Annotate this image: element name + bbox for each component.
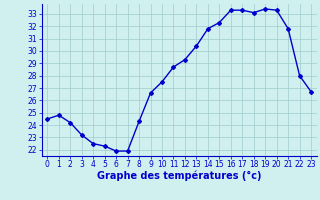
X-axis label: Graphe des températures (°c): Graphe des températures (°c) bbox=[97, 171, 261, 181]
